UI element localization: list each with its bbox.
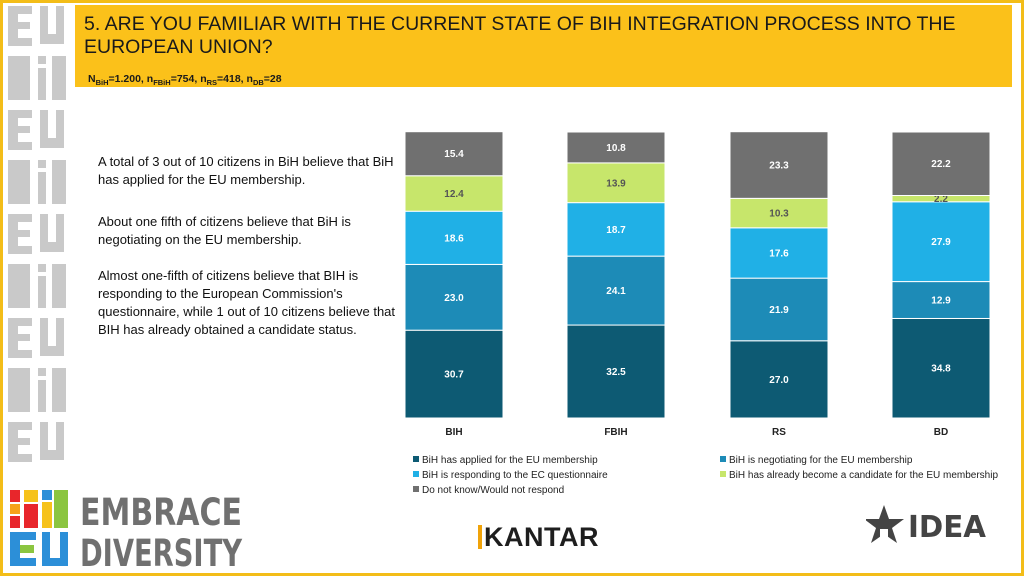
data-label-rs-4: 23.3: [769, 161, 789, 172]
data-label-bih-4: 15.4: [444, 149, 464, 160]
legend-item-4: Do not know/Would not respond: [413, 483, 564, 498]
legend-label-2: BiH is responding to the EC questionnair…: [422, 470, 608, 481]
bar-segment-rs-0: [729, 340, 829, 419]
data-label-rs-1: 21.9: [769, 305, 789, 316]
legend-label-1: BiH is negotiating for the EU membership: [729, 455, 913, 466]
legend-swatch-1: [720, 456, 726, 462]
bar-segment-bih-3: [404, 175, 504, 212]
data-label-fbih-4: 10.8: [606, 143, 626, 154]
legend-label-0: BiH has applied for the EU membership: [422, 455, 598, 466]
legend-item-1: BiH is negotiating for the EU membership: [720, 453, 912, 468]
legend-swatch-4: [413, 486, 419, 492]
bar-segment-fbih-4: [566, 131, 666, 164]
bar-segment-fbih-0: [566, 324, 666, 419]
legend-item-2: BiH is responding to the EC questionnair…: [413, 468, 608, 483]
data-label-bd-2: 27.9: [931, 237, 951, 248]
bar-segment-bd-0: [891, 317, 991, 419]
data-label-bih-1: 23.0: [444, 293, 464, 304]
bar-segment-rs-1: [729, 277, 829, 342]
bar-segment-bd-1: [891, 281, 991, 319]
page-title: 5. ARE YOU FAMILIAR WITH THE CURRENT STA…: [84, 13, 956, 58]
x-tick-label-fbih: FBIH: [604, 427, 627, 438]
legend-item-0: BiH has applied for the EU membership: [413, 453, 598, 468]
x-tick-label-rs: RS: [772, 427, 786, 438]
commentary-paragraph-3: Almost one-fifth of citizens believe tha…: [98, 268, 396, 337]
legend-label-4: Do not know/Would not respond: [422, 485, 565, 496]
x-tick-label-bd: BD: [934, 427, 948, 438]
data-label-fbih-3: 13.9: [606, 178, 626, 189]
legend-swatch-0: [413, 456, 419, 462]
kantar-bar-mark: [478, 525, 482, 549]
sample-size-note: NBiH=1.200, nFBiH=754, nRS=418, nDB=28: [88, 73, 282, 88]
side-pattern-strip: [8, 6, 66, 462]
legend-label-3: BiH has already become a candidate for t…: [729, 470, 999, 481]
bar-segment-bih-4: [404, 131, 504, 177]
data-label-bd-4: 22.2: [931, 159, 951, 170]
data-label-bd-0: 34.8: [931, 364, 951, 375]
commentary-paragraph-2: About one fifth of citizens believe that…: [98, 214, 351, 247]
embrace-wordmark-line1: EMBRACE: [80, 491, 242, 534]
header-banner: 5. ARE YOU FAMILIAR WITH THE CURRENT STA…: [75, 5, 1012, 87]
embrace-wordmark-line2: DIVERSITY: [80, 532, 243, 570]
data-label-fbih-0: 32.5: [606, 367, 626, 378]
data-label-bih-0: 30.7: [444, 370, 464, 381]
data-label-fbih-2: 18.7: [606, 225, 626, 236]
commentary-paragraph-1: A total of 3 out of 10 citizens in BiH b…: [98, 154, 394, 187]
bar-segment-bih-1: [404, 263, 504, 331]
kantar-logo: KANTAR: [478, 522, 599, 553]
data-label-bih-3: 12.4: [444, 189, 464, 200]
data-label-rs-0: 27.0: [769, 375, 789, 386]
data-label-fbih-1: 24.1: [606, 286, 626, 297]
ideal-wordmark: IDEA: [908, 510, 987, 545]
legend-swatch-3: [720, 471, 726, 477]
legend-item-3: BiH has already become a candidate for t…: [720, 468, 998, 483]
bar-segment-rs-2: [729, 227, 829, 279]
embrace-diversity-logo: EMBRACE DIVERSITY: [10, 490, 243, 570]
data-label-bih-2: 18.6: [444, 233, 464, 244]
ideal-logo: IDEA: [866, 505, 987, 549]
data-label-bd-3: 2.2: [934, 194, 948, 205]
bar-segment-rs-4: [729, 131, 829, 199]
legend-swatch-2: [413, 471, 419, 477]
bar-segment-fbih-3: [566, 162, 666, 204]
bar-segment-fbih-1: [566, 255, 666, 326]
bar-segment-bih-0: [404, 329, 504, 419]
x-tick-label-bih: BIH: [445, 427, 462, 438]
data-label-rs-2: 17.6: [769, 248, 789, 259]
bar-segment-bd-4: [891, 131, 991, 196]
data-label-rs-3: 10.3: [769, 209, 789, 220]
data-label-bd-1: 12.9: [931, 296, 951, 307]
